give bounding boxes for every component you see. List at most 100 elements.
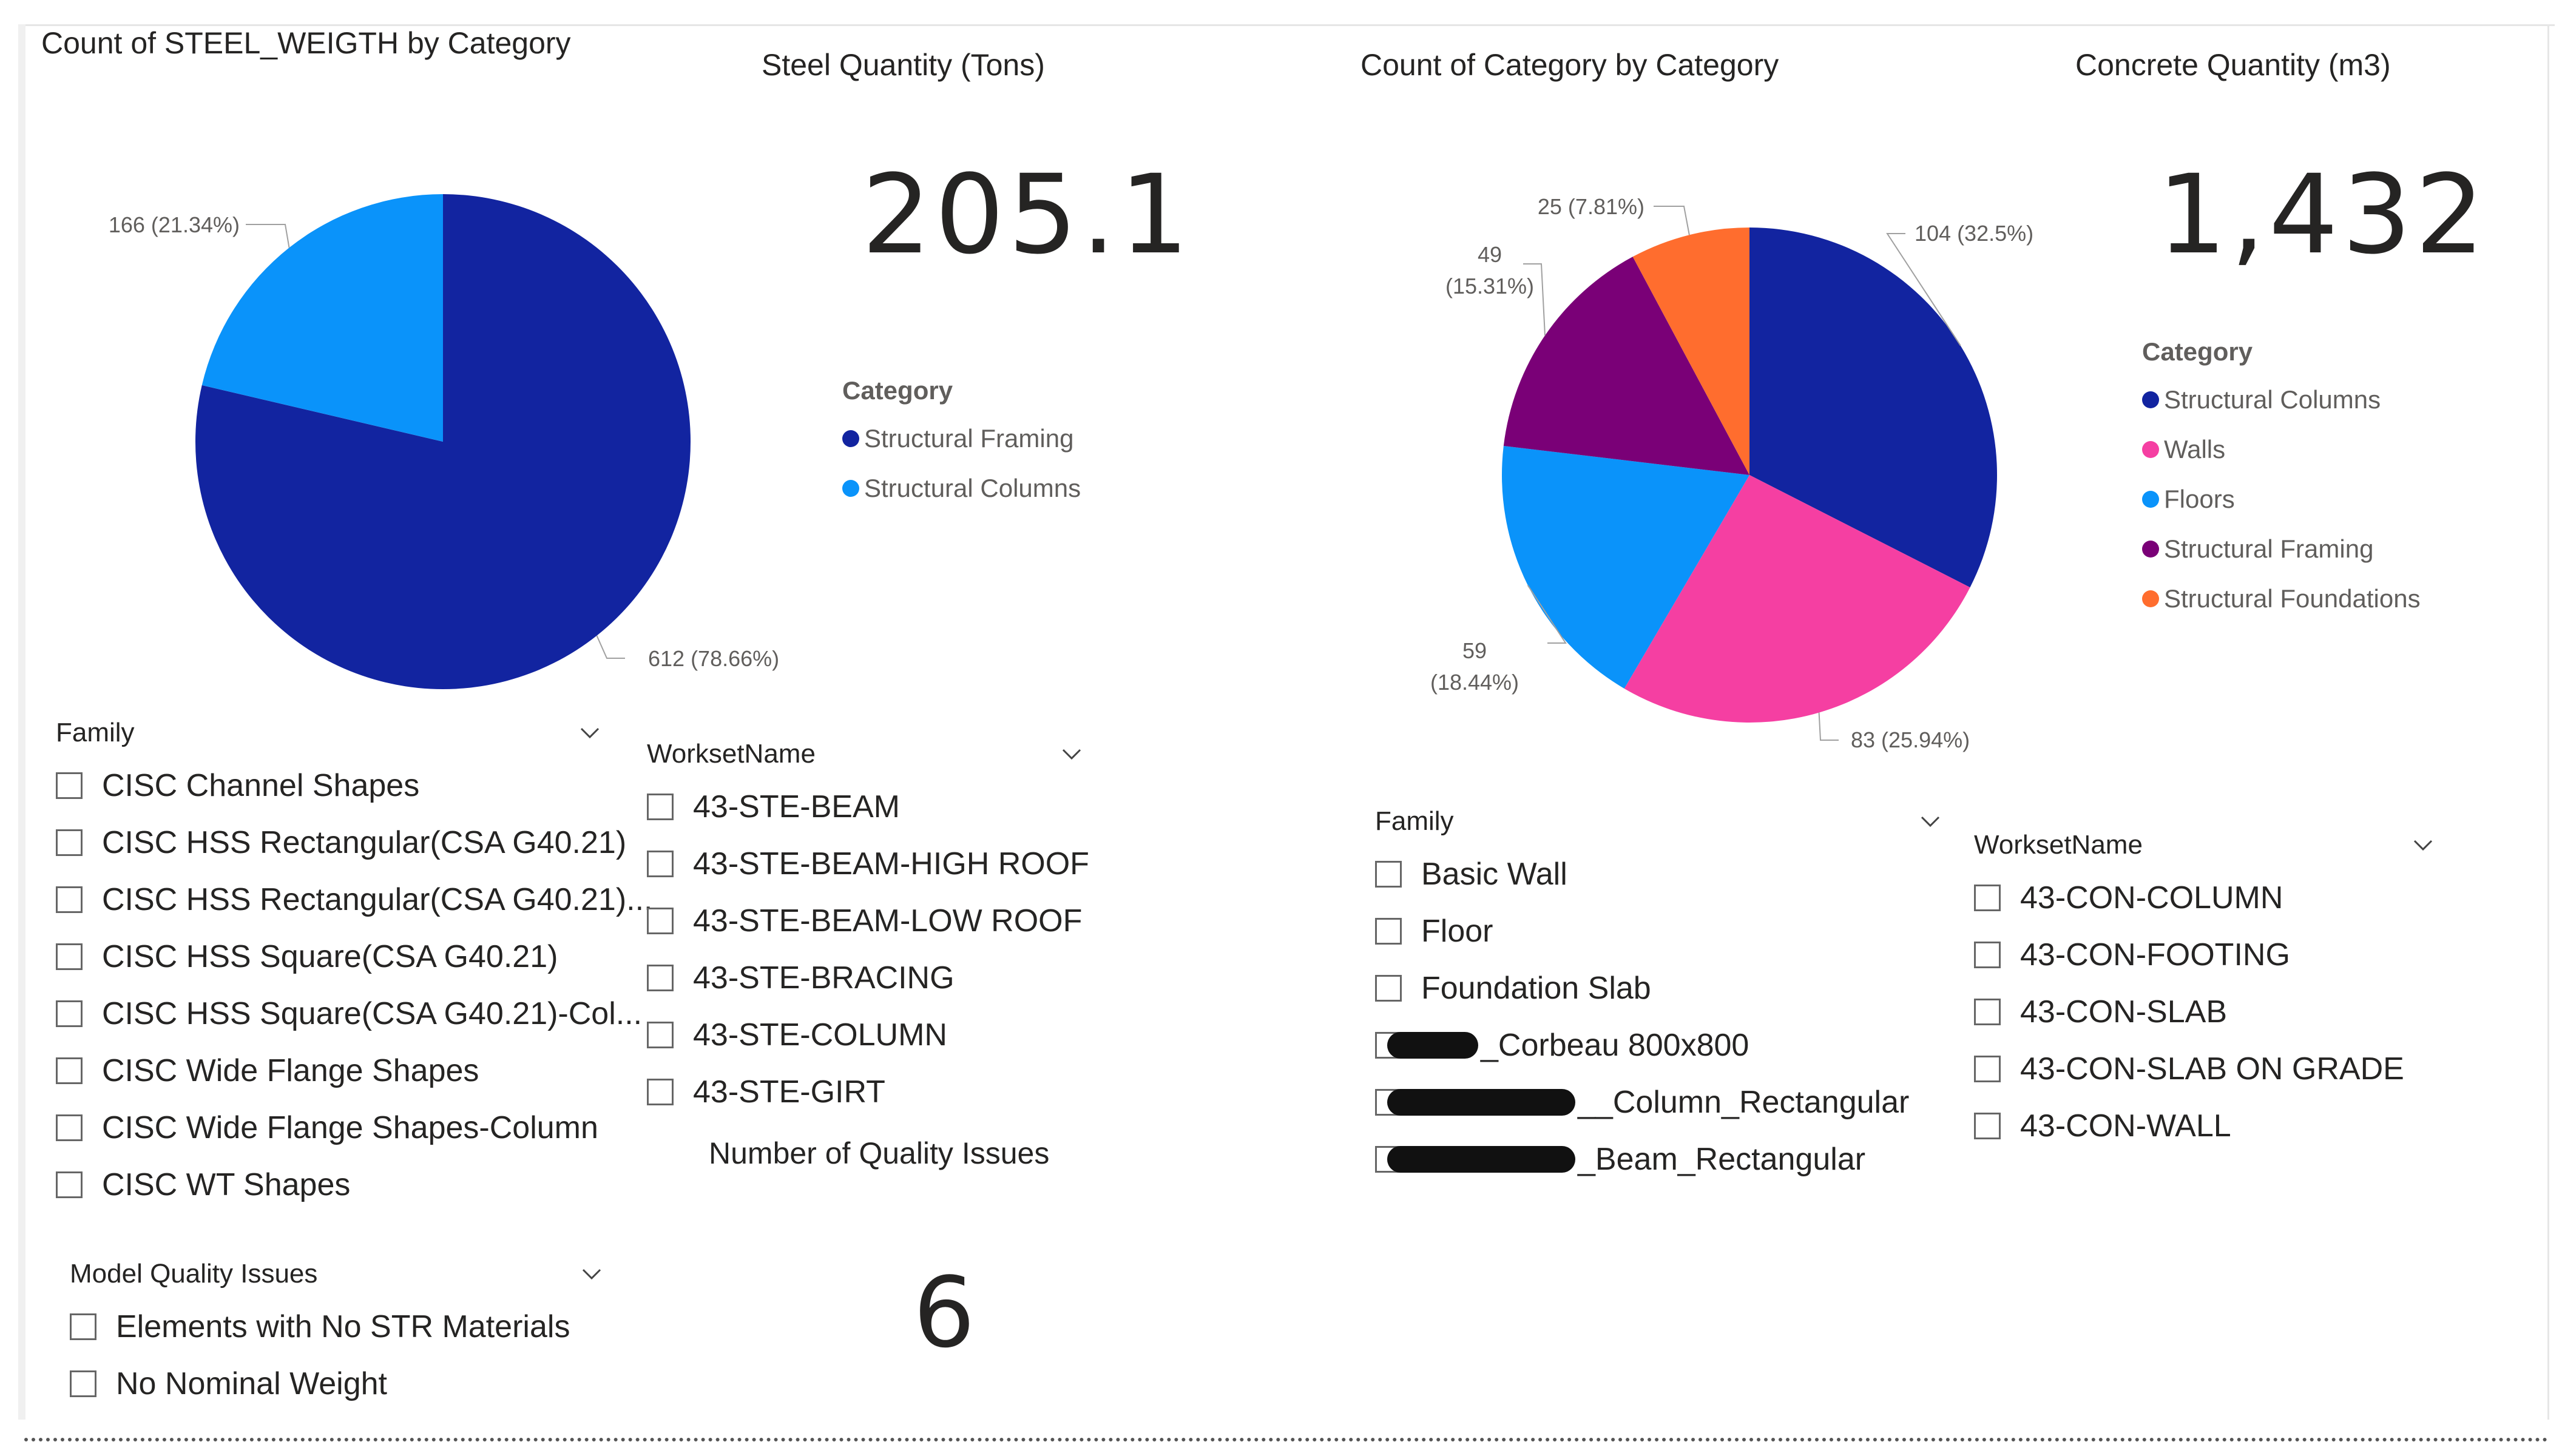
concrete-quantity-value: 1,432 (2157, 152, 2489, 278)
pie-leader-line (1527, 585, 1567, 644)
slicer-item-label: 43-CON-COLUMN (2020, 880, 2283, 915)
pie-slice-structural-framing[interactable] (1503, 257, 1749, 475)
quality-issues-label: Number of Quality Issues (709, 1136, 1050, 1170)
slicer-header[interactable]: Family (1375, 803, 1942, 840)
steel-legend-title: Category (842, 376, 953, 405)
pie-leader-line (596, 635, 625, 659)
steel-pie-chart[interactable]: 612 (78.66%) 166 (21.34%) (0, 0, 850, 728)
slicer-item[interactable]: 43-STE-BEAM (647, 778, 1084, 835)
slicer-item[interactable]: 43-CON-WALL (1974, 1097, 2435, 1154)
concrete-workset-slicer: WorksetName 43-CON-COLUMN 43-CON-FOOTING… (1974, 827, 2435, 1154)
slicer-item[interactable]: CISC Wide Flange Shapes-Column (56, 1099, 602, 1156)
concrete-legend-item-framing[interactable]: Structural Framing (2142, 524, 2421, 574)
slicer-header[interactable]: WorksetName (647, 736, 1084, 772)
checkbox-icon[interactable] (1974, 999, 2001, 1025)
checkbox-icon[interactable] (56, 772, 83, 799)
checkbox-icon[interactable] (56, 1000, 83, 1027)
checkbox-icon[interactable] (1375, 918, 1402, 945)
slicer-item[interactable]: 43-CON-FOOTING (1974, 926, 2435, 983)
slicer-item[interactable]: 43-STE-COLUMN (647, 1006, 1084, 1063)
slicer-item[interactable]: CISC Channel Shapes (56, 757, 602, 814)
chevron-down-icon[interactable] (578, 721, 602, 745)
checkbox-icon[interactable] (70, 1313, 96, 1340)
slicer-item-label: Basic Wall (1421, 857, 1567, 892)
slicer-item-label: CISC HSS Rectangular(CSA G40.21) (102, 825, 627, 860)
chevron-down-icon[interactable] (1060, 742, 1084, 766)
concrete-legend-label: Structural Foundations (2164, 584, 2421, 613)
checkbox-icon[interactable] (647, 965, 674, 991)
checkbox-icon[interactable] (647, 794, 674, 820)
chevron-down-icon[interactable] (580, 1262, 604, 1286)
slicer-item[interactable]: _Beam_Rectangular (1375, 1131, 1942, 1188)
slicer-item[interactable]: 43-STE-BEAM-LOW ROOF (647, 892, 1084, 949)
concrete-legend-item-walls[interactable]: Walls (2142, 425, 2421, 474)
slicer-item[interactable]: Foundation Slab (1375, 960, 1942, 1017)
checkbox-icon[interactable] (647, 851, 674, 877)
slicer-item[interactable]: 43-CON-SLAB ON GRADE (1974, 1040, 2435, 1097)
slicer-header[interactable]: WorksetName (1974, 827, 2435, 863)
steel-pie-title: Count of STEEL_WEIGTH by Category (41, 26, 571, 60)
slicer-item[interactable]: CISC Wide Flange Shapes (56, 1042, 602, 1099)
slicer-header[interactable]: Family (56, 715, 602, 751)
steel-workset-slicer: WorksetName 43-STE-BEAM 43-STE-BEAM-HIGH… (647, 736, 1089, 1121)
slicer-item-label: _Beam_Rectangular (1578, 1142, 1866, 1177)
concrete-family-slicer: Family Basic Wall Floor Foundation Slab … (1375, 803, 1942, 1188)
concrete-legend-label: Structural Framing (2164, 534, 2374, 563)
chevron-down-icon[interactable] (2411, 833, 2435, 857)
pie-data-label: (15.31%) (1445, 274, 1534, 298)
checkbox-icon[interactable] (56, 1171, 83, 1198)
checkbox-icon[interactable] (1974, 1113, 2001, 1139)
slicer-item[interactable]: _Corbeau 800x800 (1375, 1017, 1942, 1074)
slicer-item[interactable]: 43-STE-GIRT (647, 1063, 1084, 1121)
concrete-legend-item-foundations[interactable]: Structural Foundations (2142, 574, 2421, 624)
steel-legend-item-columns[interactable]: Structural Columns (842, 463, 1081, 513)
slicer-item[interactable]: 43-CON-SLAB (1974, 983, 2435, 1040)
slicer-header[interactable]: Model Quality Issues (70, 1256, 604, 1292)
slicer-item[interactable]: CISC HSS Square(CSA G40.21)-Col... (56, 985, 642, 1042)
slicer-item[interactable]: CISC WT Shapes (56, 1156, 602, 1213)
checkbox-icon[interactable] (1974, 885, 2001, 911)
slicer-item[interactable]: CISC HSS Square(CSA G40.21) (56, 928, 602, 985)
checkbox-icon[interactable] (1974, 1056, 2001, 1082)
checkbox-icon[interactable] (1375, 861, 1402, 888)
slicer-item[interactable]: 43-CON-COLUMN (1974, 869, 2435, 926)
checkbox-icon[interactable] (70, 1370, 96, 1397)
concrete-pie-title: Count of Category by Category (1360, 48, 1779, 82)
concrete-legend-item-columns[interactable]: Structural Columns (2142, 375, 2421, 425)
slicer-item[interactable]: CISC HSS Rectangular(CSA G40.21)... (56, 871, 653, 928)
report-frame-right (2547, 24, 2549, 1420)
checkbox-icon[interactable] (56, 829, 83, 856)
concrete-pie-chart[interactable]: 104 (32.5%) 83 (25.94%) 59 (18.44%) 49 (15.31… (1305, 0, 2154, 789)
redaction-mark (1387, 1089, 1575, 1116)
checkbox-icon[interactable] (647, 1079, 674, 1105)
checkbox-icon[interactable] (1974, 942, 2001, 968)
checkbox-icon[interactable] (647, 1022, 674, 1048)
steel-legend-item-framing[interactable]: Structural Framing (842, 414, 1081, 463)
concrete-legend-item-floors[interactable]: Floors (2142, 474, 2421, 524)
slicer-item[interactable]: 43-STE-BRACING (647, 949, 1084, 1006)
slicer-item[interactable]: 43-STE-BEAM-HIGH ROOF (647, 835, 1089, 892)
quality-issues-value: 6 (913, 1256, 979, 1369)
pie-slice-structural-columns[interactable] (201, 194, 443, 442)
checkbox-icon[interactable] (56, 943, 83, 970)
checkbox-icon[interactable] (56, 886, 83, 913)
slicer-item-label: CISC WT Shapes (102, 1167, 351, 1202)
checkbox-icon[interactable] (1375, 975, 1402, 1002)
slicer-item-label: Elements with No STR Materials (116, 1309, 570, 1344)
pie-leader-line (246, 224, 290, 248)
slicer-item[interactable]: Floor (1375, 903, 1942, 960)
slicer-item[interactable]: Basic Wall (1375, 846, 1942, 903)
pie-slice-walls[interactable] (1624, 475, 1970, 723)
pie-slice-structural-columns[interactable] (1749, 228, 1997, 588)
checkbox-icon[interactable] (647, 908, 674, 934)
chevron-down-icon[interactable] (1918, 809, 1942, 834)
checkbox-icon[interactable] (56, 1057, 83, 1084)
checkbox-icon[interactable] (56, 1114, 83, 1141)
legend-dot-icon (2142, 391, 2159, 408)
pie-slice-structural-foundations[interactable] (1632, 228, 1749, 475)
slicer-item[interactable]: CISC HSS Rectangular(CSA G40.21) (56, 814, 626, 871)
slicer-item[interactable]: No Nominal Weight (70, 1355, 604, 1412)
pie-slice-floors[interactable] (1502, 446, 1749, 689)
slicer-item[interactable]: __Column_Rectangular (1375, 1074, 1942, 1131)
slicer-item[interactable]: Elements with No STR Materials (70, 1298, 604, 1355)
